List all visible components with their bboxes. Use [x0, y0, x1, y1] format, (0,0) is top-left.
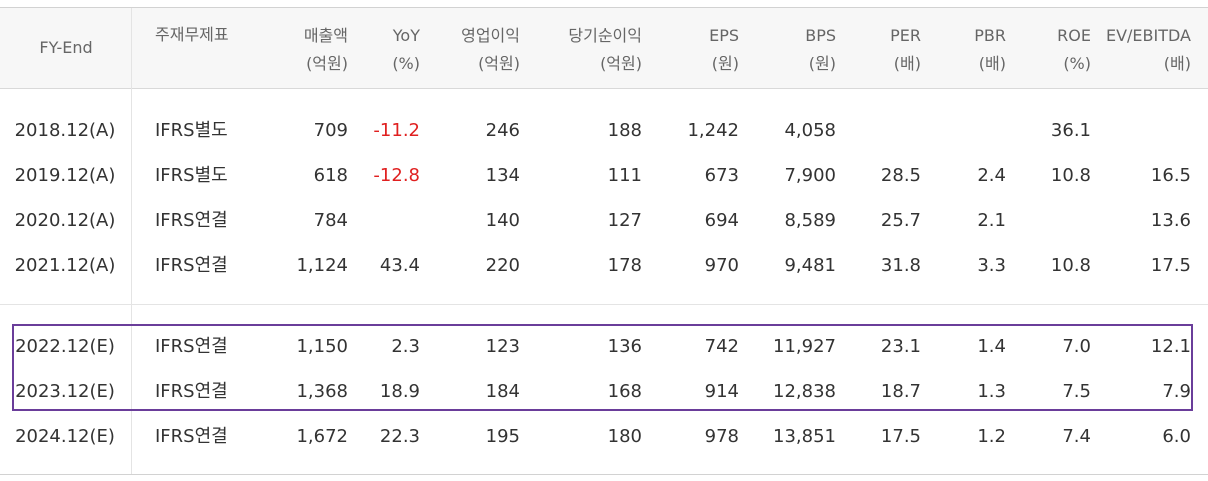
- cell-roe: 10.8: [1050, 255, 1091, 276]
- header-ev-ebitda: EV/EBITDA (배): [1105, 26, 1191, 73]
- header-fy-end: FY-End: [39, 38, 93, 57]
- cell-roe: 7.4: [1062, 426, 1091, 447]
- cell-roe: 10.8: [1050, 165, 1091, 186]
- cell-yoy: 18.9: [379, 381, 420, 402]
- cell-per: 17.5: [880, 426, 921, 447]
- cell-eps: 970: [704, 255, 739, 276]
- cell-bps: 7,900: [784, 165, 836, 186]
- cell-per: 18.7: [880, 381, 921, 402]
- cell-sales: 1,150: [296, 336, 348, 357]
- header-pbr: PBR (배): [974, 26, 1006, 73]
- cell-operating-income: 123: [485, 336, 520, 357]
- cell-fy-end: 2024.12(E): [15, 426, 115, 447]
- cell-operating-income: 134: [485, 165, 520, 186]
- cell-main-fs: IFRS별도: [155, 120, 228, 141]
- cell-bps: 13,851: [773, 426, 836, 447]
- cell-yoy: 43.4: [379, 255, 420, 276]
- cell-main-fs: IFRS연결: [155, 381, 228, 402]
- header-operating-income: 영업이익 (억원): [461, 26, 520, 73]
- cell-operating-income: 195: [485, 426, 520, 447]
- cell-sales: 784: [313, 210, 348, 231]
- cell-ev-ebitda: 12.1: [1150, 336, 1191, 357]
- cell-sales: 709: [313, 120, 348, 141]
- cell-yoy: 22.3: [379, 426, 420, 447]
- cell-net-income: 178: [607, 255, 642, 276]
- cell-operating-income: 140: [485, 210, 520, 231]
- header-sales: 매출액 (억원): [303, 26, 348, 73]
- cell-net-income: 168: [607, 381, 642, 402]
- cell-ev-ebitda: 6.0: [1162, 426, 1191, 447]
- cell-sales: 1,672: [296, 426, 348, 447]
- header-net-income: 당기순이익 (억원): [568, 26, 642, 73]
- cell-pbr: 2.1: [977, 210, 1006, 231]
- cell-bps: 12,838: [773, 381, 836, 402]
- cell-per: 28.5: [880, 165, 921, 186]
- cell-ev-ebitda: 7.9: [1162, 381, 1191, 402]
- cell-fy-end: 2018.12(A): [14, 120, 116, 141]
- cell-sales: 618: [313, 165, 348, 186]
- cell-per: 23.1: [880, 336, 921, 357]
- cell-main-fs: IFRS별도: [155, 165, 228, 186]
- cell-per: 31.8: [880, 255, 921, 276]
- cell-operating-income: 184: [485, 381, 520, 402]
- cell-eps: 978: [704, 426, 739, 447]
- cell-bps: 11,927: [773, 336, 836, 357]
- header-bps: BPS (원): [805, 26, 836, 73]
- header-divider: [0, 88, 1208, 89]
- table-top-border: [0, 7, 1208, 8]
- cell-fy-end: 2020.12(A): [14, 210, 116, 231]
- cell-roe: 36.1: [1050, 120, 1091, 141]
- table-bottom-border: [0, 474, 1208, 475]
- cell-eps: 673: [704, 165, 739, 186]
- forecast-highlight-box: [12, 324, 1193, 411]
- cell-eps: 742: [704, 336, 739, 357]
- cell-net-income: 111: [607, 165, 642, 186]
- cell-operating-income: 246: [485, 120, 520, 141]
- cell-fy-end: 2019.12(A): [14, 165, 116, 186]
- cell-main-fs: IFRS연결: [155, 210, 228, 231]
- cell-pbr: 2.4: [977, 165, 1006, 186]
- cell-sales: 1,124: [296, 255, 348, 276]
- cell-net-income: 136: [607, 336, 642, 357]
- cell-bps: 9,481: [784, 255, 836, 276]
- cell-yoy: -11.2: [373, 120, 420, 141]
- cell-main-fs: IFRS연결: [155, 426, 228, 447]
- column-divider: [131, 8, 132, 475]
- table-header: [0, 8, 1208, 88]
- header-roe: ROE (%): [1057, 26, 1091, 73]
- cell-ev-ebitda: 16.5: [1150, 165, 1191, 186]
- section-divider: [0, 304, 1208, 305]
- cell-roe: 7.0: [1062, 336, 1091, 357]
- cell-pbr: 1.2: [977, 426, 1006, 447]
- cell-pbr: 1.3: [977, 381, 1006, 402]
- header-eps: EPS (원): [709, 26, 739, 73]
- cell-main-fs: IFRS연결: [155, 336, 228, 357]
- cell-bps: 4,058: [784, 120, 836, 141]
- cell-net-income: 188: [607, 120, 642, 141]
- cell-yoy: -12.8: [373, 165, 420, 186]
- cell-fy-end: 2022.12(E): [15, 336, 115, 357]
- cell-eps: 914: [704, 381, 739, 402]
- cell-bps: 8,589: [784, 210, 836, 231]
- cell-eps: 1,242: [687, 120, 739, 141]
- cell-eps: 694: [704, 210, 739, 231]
- cell-pbr: 1.4: [977, 336, 1006, 357]
- cell-yoy: 2.3: [391, 336, 420, 357]
- cell-fy-end: 2021.12(A): [14, 255, 116, 276]
- cell-pbr: 3.3: [977, 255, 1006, 276]
- header-yoy: YoY (%): [392, 26, 420, 73]
- cell-ev-ebitda: 17.5: [1150, 255, 1191, 276]
- cell-per: 25.7: [880, 210, 921, 231]
- cell-net-income: 127: [607, 210, 642, 231]
- header-per: PER (배): [890, 26, 921, 73]
- cell-ev-ebitda: 13.6: [1150, 210, 1191, 231]
- cell-sales: 1,368: [296, 381, 348, 402]
- cell-roe: 7.5: [1062, 381, 1091, 402]
- cell-net-income: 180: [607, 426, 642, 447]
- cell-fy-end: 2023.12(E): [15, 381, 115, 402]
- cell-operating-income: 220: [485, 255, 520, 276]
- header-main-fs: 주재무제표: [155, 25, 229, 44]
- cell-main-fs: IFRS연결: [155, 255, 228, 276]
